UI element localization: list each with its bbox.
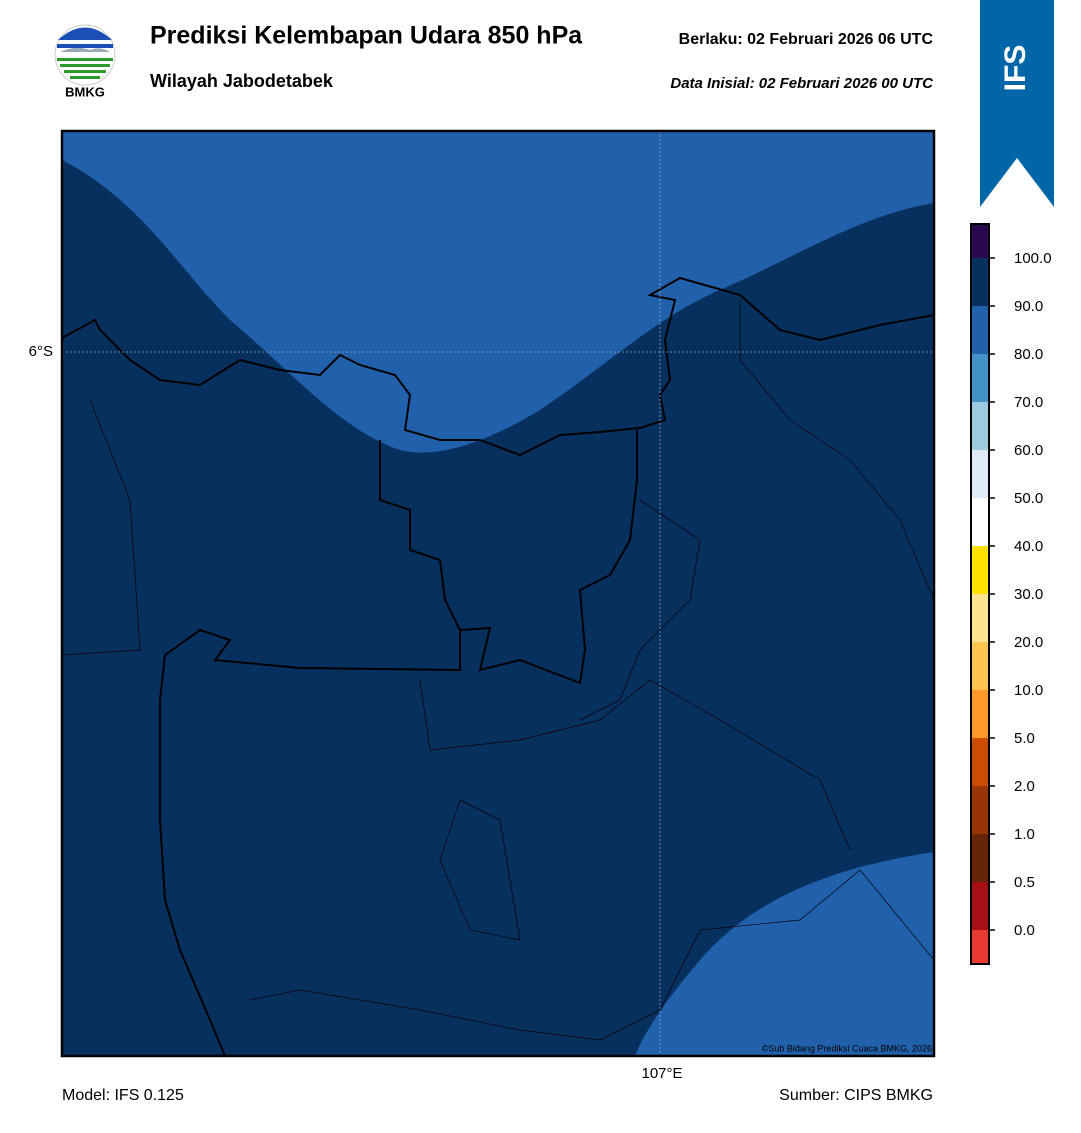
colorbar-label: 40.0 [1014, 538, 1043, 555]
lat-label: 6°S [29, 343, 53, 360]
colorbar [970, 223, 990, 965]
region: Wilayah Jabodetabek [150, 71, 334, 91]
province-border [459, 430, 638, 685]
colorbar-label: 0.0 [1014, 922, 1035, 939]
init-time: Data Inisial: 02 Februari 2026 00 UTC [670, 75, 934, 92]
colorbar-label: 90.0 [1014, 298, 1043, 315]
model-info: Model: IFS 0.125 [62, 1087, 184, 1104]
title: Prediksi Kelembapan Udara 850 hPa [150, 22, 583, 50]
logo [54, 24, 116, 86]
valid-time: Berlaku: 02 Februari 2026 06 UTC [679, 31, 934, 48]
colorbar-label: 80.0 [1014, 346, 1043, 363]
badge-text: IFS [999, 45, 1032, 92]
humidity-zone [635, 852, 934, 1056]
map-frame [60, 129, 936, 1058]
map-area [62, 131, 934, 1056]
colorbar-label: 0.5 [1014, 874, 1035, 891]
province-border [159, 440, 461, 1056]
coastline [62, 276, 934, 457]
colorbar-label: 2.0 [1014, 778, 1035, 795]
colorbar-label: 1.0 [1014, 826, 1035, 843]
colorbar-label: 20.0 [1014, 634, 1043, 651]
logo-text: BMKG [65, 84, 105, 99]
district-border [62, 300, 934, 1041]
source: Sumber: CIPS BMKG [779, 1087, 933, 1104]
colorbar-label: 100.0 [1014, 250, 1052, 267]
colorbar-label: 30.0 [1014, 586, 1043, 603]
colorbar-label: 50.0 [1014, 490, 1043, 507]
colorbar-label: 5.0 [1014, 730, 1035, 747]
lon-label: 107°E [641, 1065, 682, 1082]
credit: ©Sub Bidang Prediksi Cuaca BMKG, 2026 [762, 1043, 932, 1053]
humidity-zone [62, 131, 934, 453]
colorbar-label: 60.0 [1014, 442, 1043, 459]
colorbar-label: 10.0 [1014, 682, 1043, 699]
colorbar-label: 70.0 [1014, 394, 1043, 411]
model-badge [980, 0, 1054, 207]
